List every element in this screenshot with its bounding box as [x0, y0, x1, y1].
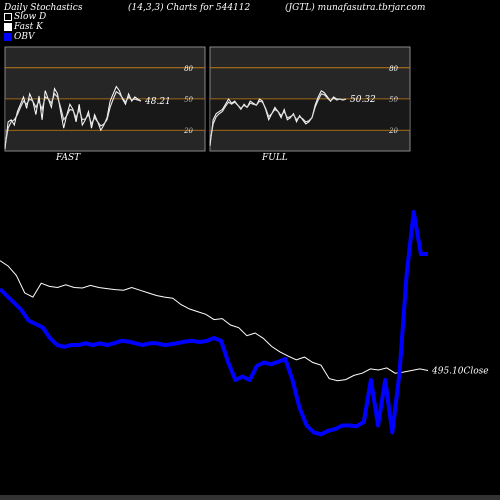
- last-value-label: 48.21: [144, 97, 171, 107]
- legend-item-fast-k: Fast K: [4, 22, 46, 32]
- header-title: Daily Stochastics: [4, 3, 83, 13]
- close-price-line: [0, 260, 429, 382]
- legend: Slow D Fast K OBV: [4, 12, 46, 42]
- header-params: (14,3,3) Charts for 544112: [128, 3, 251, 13]
- legend-label: Slow D: [14, 12, 47, 22]
- legend-item-slow-d: Slow D: [4, 12, 46, 22]
- panel-label-full: FULL: [262, 153, 288, 163]
- y-tick-label: 80: [184, 65, 193, 73]
- y-tick-label: 80: [389, 65, 398, 73]
- y-tick-label: 50: [184, 96, 193, 104]
- y-tick-label: 50: [389, 96, 398, 104]
- band-fill: [210, 99, 410, 131]
- header-source: (JGTL) munafasutra.tbrjar.com: [285, 3, 426, 13]
- band-fill: [5, 99, 205, 131]
- legend-swatch: [4, 33, 12, 41]
- last-value-label: 50.32: [350, 95, 376, 105]
- panel-label-fast: FAST: [56, 153, 81, 163]
- close-label: 495.10Close: [431, 367, 489, 377]
- legend-label: OBV: [14, 32, 35, 42]
- bottom-strip: [0, 495, 500, 500]
- obv-line: [0, 210, 428, 437]
- legend-label: Fast K: [14, 22, 43, 32]
- y-tick-label: 20: [183, 127, 193, 135]
- series-line-fast-1: [4, 90, 142, 146]
- legend-swatch: [4, 23, 12, 31]
- series-line-full-1: [209, 93, 347, 143]
- y-tick-label: 20: [388, 127, 398, 135]
- legend-swatch: [4, 13, 12, 21]
- legend-item-obv: OBV: [4, 32, 46, 42]
